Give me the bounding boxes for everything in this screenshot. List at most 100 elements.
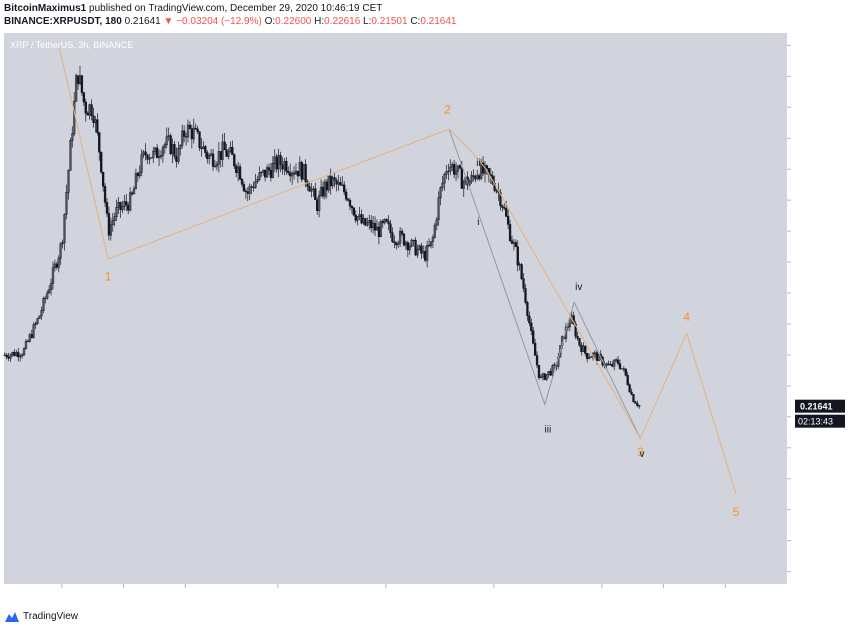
candle-body bbox=[424, 250, 427, 261]
candle-body bbox=[452, 164, 456, 175]
candle-body bbox=[290, 172, 294, 177]
candle-body bbox=[587, 357, 591, 359]
candle-body bbox=[92, 115, 95, 124]
x-axis[interactable]: 23 27 Dec 7 14 21 28 2021 5 bbox=[57, 584, 728, 598]
wave-label-1[interactable]: 1 bbox=[105, 270, 112, 284]
candle-body bbox=[38, 315, 41, 319]
candle-body bbox=[26, 340, 30, 342]
candle-body bbox=[61, 242, 64, 245]
candle-body bbox=[200, 147, 203, 149]
elliott-wave-line[interactable] bbox=[448, 128, 641, 439]
candle-body bbox=[539, 376, 543, 378]
y-tick-label: 0.45000 bbox=[797, 258, 826, 267]
candle-body bbox=[377, 226, 381, 238]
subwave-label-v[interactable]: v bbox=[639, 449, 644, 460]
candle-body bbox=[5, 354, 8, 358]
candle-body bbox=[443, 173, 446, 184]
candle-body bbox=[568, 322, 571, 328]
candle-body bbox=[366, 222, 369, 226]
candle-body bbox=[9, 354, 12, 359]
candle-body bbox=[82, 92, 85, 103]
candle-body bbox=[559, 345, 562, 358]
candle-body bbox=[51, 267, 55, 284]
last-price-tag-bg bbox=[795, 399, 845, 413]
candle-body bbox=[310, 188, 313, 192]
wave-label-2[interactable]: 2 bbox=[444, 102, 451, 116]
candle-body bbox=[543, 373, 546, 380]
candle-body bbox=[119, 202, 122, 211]
candle-body bbox=[3, 354, 6, 356]
subwave-label-i[interactable]: i bbox=[477, 217, 479, 228]
candle-body bbox=[485, 165, 489, 169]
candle-body bbox=[613, 359, 616, 367]
y-tick-label: 0.15000 bbox=[797, 444, 826, 453]
candle-body bbox=[100, 151, 103, 173]
candle-body bbox=[333, 177, 336, 181]
candle-body bbox=[208, 155, 211, 159]
subwave-label-iv[interactable]: iv bbox=[575, 282, 582, 293]
footer-brand: TradingView bbox=[23, 610, 79, 622]
candle-body bbox=[620, 368, 624, 370]
candle-body bbox=[304, 164, 307, 182]
candle-body bbox=[437, 197, 440, 220]
candle-body bbox=[250, 186, 253, 188]
publish-info: BitcoinMaximus1 published on TradingView… bbox=[4, 3, 382, 14]
candle-body bbox=[7, 356, 10, 359]
candle-body bbox=[263, 169, 267, 178]
countdown-tag-bg bbox=[795, 414, 845, 428]
y-axis[interactable]: 0.80000 0.75000 0.70000 0.65000 0.60000 0.550… bbox=[787, 41, 829, 577]
candle-body bbox=[391, 232, 394, 242]
elliott-wave-line[interactable] bbox=[448, 128, 737, 495]
candle-body bbox=[576, 336, 579, 339]
candle-body bbox=[425, 245, 429, 261]
candle-body bbox=[634, 401, 637, 404]
candle-body bbox=[246, 191, 249, 194]
candle-body bbox=[356, 216, 359, 221]
candle-body bbox=[578, 338, 581, 346]
y-tick-label: 0.35000 bbox=[797, 320, 826, 329]
candles-layer bbox=[3, 65, 641, 409]
plot-background bbox=[4, 33, 787, 584]
candle-body bbox=[163, 144, 166, 148]
candle-body bbox=[57, 257, 60, 268]
candle-body bbox=[364, 218, 367, 226]
wave-label-4[interactable]: 4 bbox=[683, 310, 690, 324]
candle-body bbox=[611, 364, 614, 367]
candle-body bbox=[192, 127, 195, 140]
candle-body bbox=[449, 166, 452, 172]
candle-body bbox=[19, 355, 22, 358]
author-name[interactable]: BitcoinMaximus1 bbox=[4, 3, 87, 14]
y-tick-label: 0.65000 bbox=[797, 134, 826, 143]
candle-body bbox=[532, 330, 535, 344]
candle-body bbox=[71, 133, 74, 141]
subwave-label-iii[interactable]: iii bbox=[545, 424, 552, 435]
candle-body bbox=[188, 124, 192, 129]
candle-body bbox=[468, 181, 471, 186]
candle-body bbox=[524, 288, 527, 303]
candle-body bbox=[159, 155, 163, 157]
subwave-label-ii[interactable]: ii bbox=[476, 158, 480, 169]
candle-body bbox=[194, 127, 197, 130]
candle-body bbox=[155, 147, 159, 159]
wave-lines-layer bbox=[58, 45, 737, 495]
candle-body bbox=[381, 221, 384, 224]
candle-body bbox=[516, 246, 519, 266]
candle-body bbox=[173, 144, 176, 157]
candle-body bbox=[630, 391, 633, 395]
candle-body bbox=[607, 363, 610, 366]
candle-body bbox=[387, 221, 390, 225]
candle-body bbox=[410, 239, 413, 247]
tradingview-logo[interactable]: TradingView bbox=[5, 610, 78, 622]
countdown-tag: 02:13:43 bbox=[798, 417, 833, 427]
elliott-wave-line[interactable] bbox=[58, 45, 450, 260]
candle-body bbox=[335, 179, 338, 185]
candle-body bbox=[348, 200, 352, 207]
candle-body bbox=[182, 130, 186, 137]
wave-label-3[interactable]: 3 bbox=[637, 445, 644, 459]
candle-body bbox=[522, 278, 525, 289]
candle-body bbox=[215, 163, 219, 167]
wave-label-5[interactable]: 5 bbox=[733, 505, 740, 519]
candle-body bbox=[597, 354, 600, 361]
candle-body bbox=[74, 75, 78, 102]
